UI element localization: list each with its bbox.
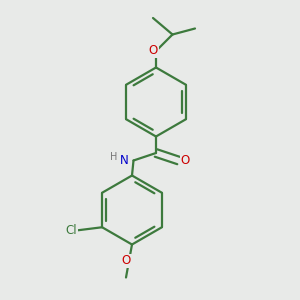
Text: O: O — [122, 254, 130, 268]
Text: H: H — [110, 152, 118, 163]
Text: O: O — [181, 154, 190, 167]
Text: O: O — [148, 44, 158, 58]
Text: Cl: Cl — [66, 224, 77, 237]
Text: N: N — [120, 154, 129, 167]
